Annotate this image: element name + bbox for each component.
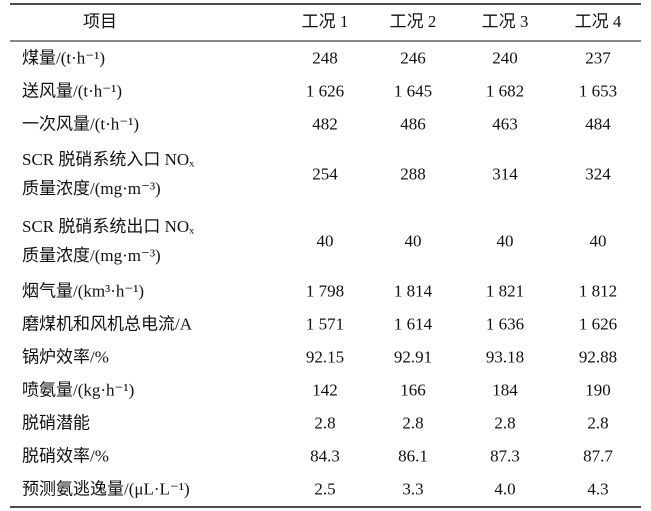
- row-label: 煤量/(t·h⁻¹): [22, 48, 105, 67]
- cell: 87.7: [583, 446, 613, 465]
- cell: 87.3: [490, 446, 520, 465]
- cell: 40: [405, 231, 422, 250]
- cell: 1 653: [579, 81, 617, 100]
- cell: 254: [312, 164, 338, 183]
- cell: 86.1: [398, 446, 428, 465]
- row-label: 磨煤机和风机总电流/A: [22, 314, 193, 333]
- cell: 1 798: [306, 281, 344, 300]
- cell: 1 645: [394, 81, 432, 100]
- row-label: 烟气量/(km³·h⁻¹): [22, 281, 144, 300]
- cell: 92.91: [394, 347, 432, 366]
- cell: 324: [585, 164, 611, 183]
- cell: 184: [492, 380, 518, 399]
- cell: 1 814: [394, 281, 433, 300]
- cell: 93.18: [486, 347, 524, 366]
- cell: 484: [585, 114, 611, 133]
- cell: 4.0: [494, 479, 515, 498]
- cell: 166: [400, 380, 426, 399]
- cell: 1 571: [306, 314, 344, 333]
- cell: 84.3: [310, 446, 340, 465]
- cell: 92.15: [306, 347, 344, 366]
- cell: 1 614: [394, 314, 433, 333]
- row-label: 喷氨量/(kg·h⁻¹): [22, 380, 134, 399]
- cell: 288: [400, 164, 426, 183]
- row-label: SCR 脱硝系统出口 NOₓ: [22, 217, 194, 236]
- cell: 2.8: [314, 413, 335, 432]
- row-label: 预测氨逃逸量/(μL·L⁻¹): [22, 479, 190, 498]
- header-cell: 工况 1: [302, 12, 349, 31]
- row-label: SCR 脱硝系统入口 NOₓ: [22, 150, 194, 169]
- header-cell: 项目: [83, 12, 117, 31]
- cell: 1 626: [306, 81, 344, 100]
- cell: 92.88: [579, 347, 617, 366]
- cell: 2.8: [402, 413, 423, 432]
- cell: 4.3: [587, 479, 608, 498]
- cell: 1 682: [486, 81, 524, 100]
- row-label: 脱硝效率/%: [22, 446, 109, 465]
- cell: 463: [492, 114, 518, 133]
- cell: 482: [312, 114, 338, 133]
- cell: 1 636: [486, 314, 524, 333]
- cell: 190: [585, 380, 611, 399]
- row-label: 质量浓度/(mg·m⁻³): [22, 246, 161, 265]
- cell: 142: [312, 380, 338, 399]
- row-label: 送风量/(t·h⁻¹): [22, 81, 122, 100]
- cell: 240: [492, 48, 518, 67]
- row-label: 一次风量/(t·h⁻¹): [22, 114, 139, 133]
- cell: 3.3: [402, 479, 423, 498]
- cell: 2.5: [314, 479, 335, 498]
- cell: 40: [590, 231, 607, 250]
- cell: 1 812: [579, 281, 617, 300]
- cell: 314: [492, 164, 518, 183]
- cell: 237: [585, 48, 611, 67]
- cell: 40: [317, 231, 334, 250]
- cell: 40: [497, 231, 514, 250]
- header-cell: 工况 2: [390, 12, 437, 31]
- cell: 2.8: [587, 413, 608, 432]
- header-cell: 工况 3: [482, 12, 529, 31]
- header-cell: 工况 4: [575, 12, 622, 31]
- row-label: 质量浓度/(mg·m⁻³): [22, 179, 161, 198]
- cell: 1 821: [486, 281, 524, 300]
- row-label: 锅炉效率/%: [22, 347, 109, 366]
- cell: 246: [400, 48, 426, 67]
- cell: 248: [312, 48, 338, 67]
- cell: 486: [400, 114, 426, 133]
- cell: 1 626: [579, 314, 617, 333]
- cell: 2.8: [494, 413, 515, 432]
- row-label: 脱硝潜能: [22, 413, 90, 432]
